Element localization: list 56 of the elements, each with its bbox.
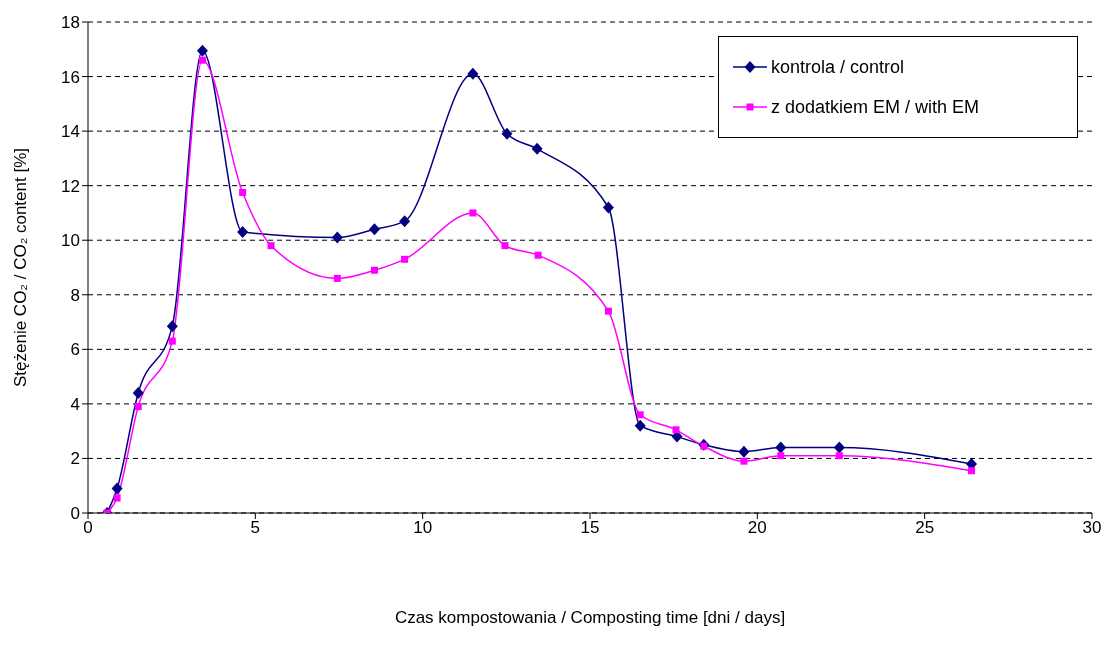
point bbox=[833, 441, 845, 454]
y-tick-label: 18 bbox=[61, 13, 80, 33]
point bbox=[636, 411, 644, 419]
point bbox=[239, 188, 247, 196]
point bbox=[968, 467, 976, 475]
y-tick-label: 10 bbox=[61, 231, 80, 251]
point bbox=[738, 445, 750, 458]
point bbox=[534, 251, 542, 259]
point bbox=[501, 127, 513, 140]
x-tick-label: 15 bbox=[580, 518, 600, 538]
x-tick-label: 20 bbox=[747, 518, 767, 538]
point bbox=[113, 494, 121, 502]
point bbox=[835, 452, 843, 460]
x-tick-label: 30 bbox=[1082, 518, 1102, 538]
point bbox=[198, 56, 206, 64]
point bbox=[604, 307, 612, 315]
point bbox=[370, 266, 378, 274]
point bbox=[368, 223, 380, 236]
point bbox=[333, 274, 341, 282]
y-tick-label: 4 bbox=[70, 394, 80, 414]
y-tick-label: 12 bbox=[61, 176, 80, 196]
point bbox=[331, 231, 343, 244]
x-tick-label: 10 bbox=[413, 518, 433, 538]
x-tick-label: 25 bbox=[915, 518, 935, 538]
point bbox=[237, 226, 249, 239]
point bbox=[501, 242, 509, 250]
point bbox=[672, 426, 680, 434]
y-tick-label: 14 bbox=[61, 122, 80, 142]
point bbox=[775, 441, 787, 454]
y-tick-label: 2 bbox=[70, 449, 80, 469]
point bbox=[602, 201, 614, 214]
point bbox=[267, 242, 275, 250]
x-tick-label: 0 bbox=[83, 518, 93, 538]
x-tick-label: 5 bbox=[250, 518, 261, 538]
y-tick-label: 0 bbox=[70, 504, 80, 524]
y-tick-label: 6 bbox=[70, 340, 80, 360]
x-axis-title: Czas kompostowania / Composting time [dni / days] bbox=[394, 608, 786, 627]
point bbox=[401, 255, 409, 263]
point bbox=[168, 337, 176, 345]
y-tick-label: 16 bbox=[61, 67, 80, 87]
point bbox=[111, 482, 123, 495]
point bbox=[531, 142, 543, 155]
point bbox=[196, 44, 208, 57]
y-tick-label: 8 bbox=[70, 285, 80, 305]
point bbox=[634, 419, 646, 432]
point bbox=[467, 67, 479, 80]
legend-label: z dodatkiem EM / with EM bbox=[771, 96, 980, 118]
point bbox=[134, 403, 142, 411]
legend-label: kontrola / control bbox=[771, 56, 905, 78]
point bbox=[777, 452, 785, 460]
point bbox=[132, 386, 144, 399]
point bbox=[166, 320, 178, 333]
y-axis-title: Stężenie CO₂ / CO₂ content [%] bbox=[11, 147, 31, 388]
point bbox=[469, 209, 477, 217]
point bbox=[399, 215, 411, 228]
point bbox=[740, 457, 748, 465]
